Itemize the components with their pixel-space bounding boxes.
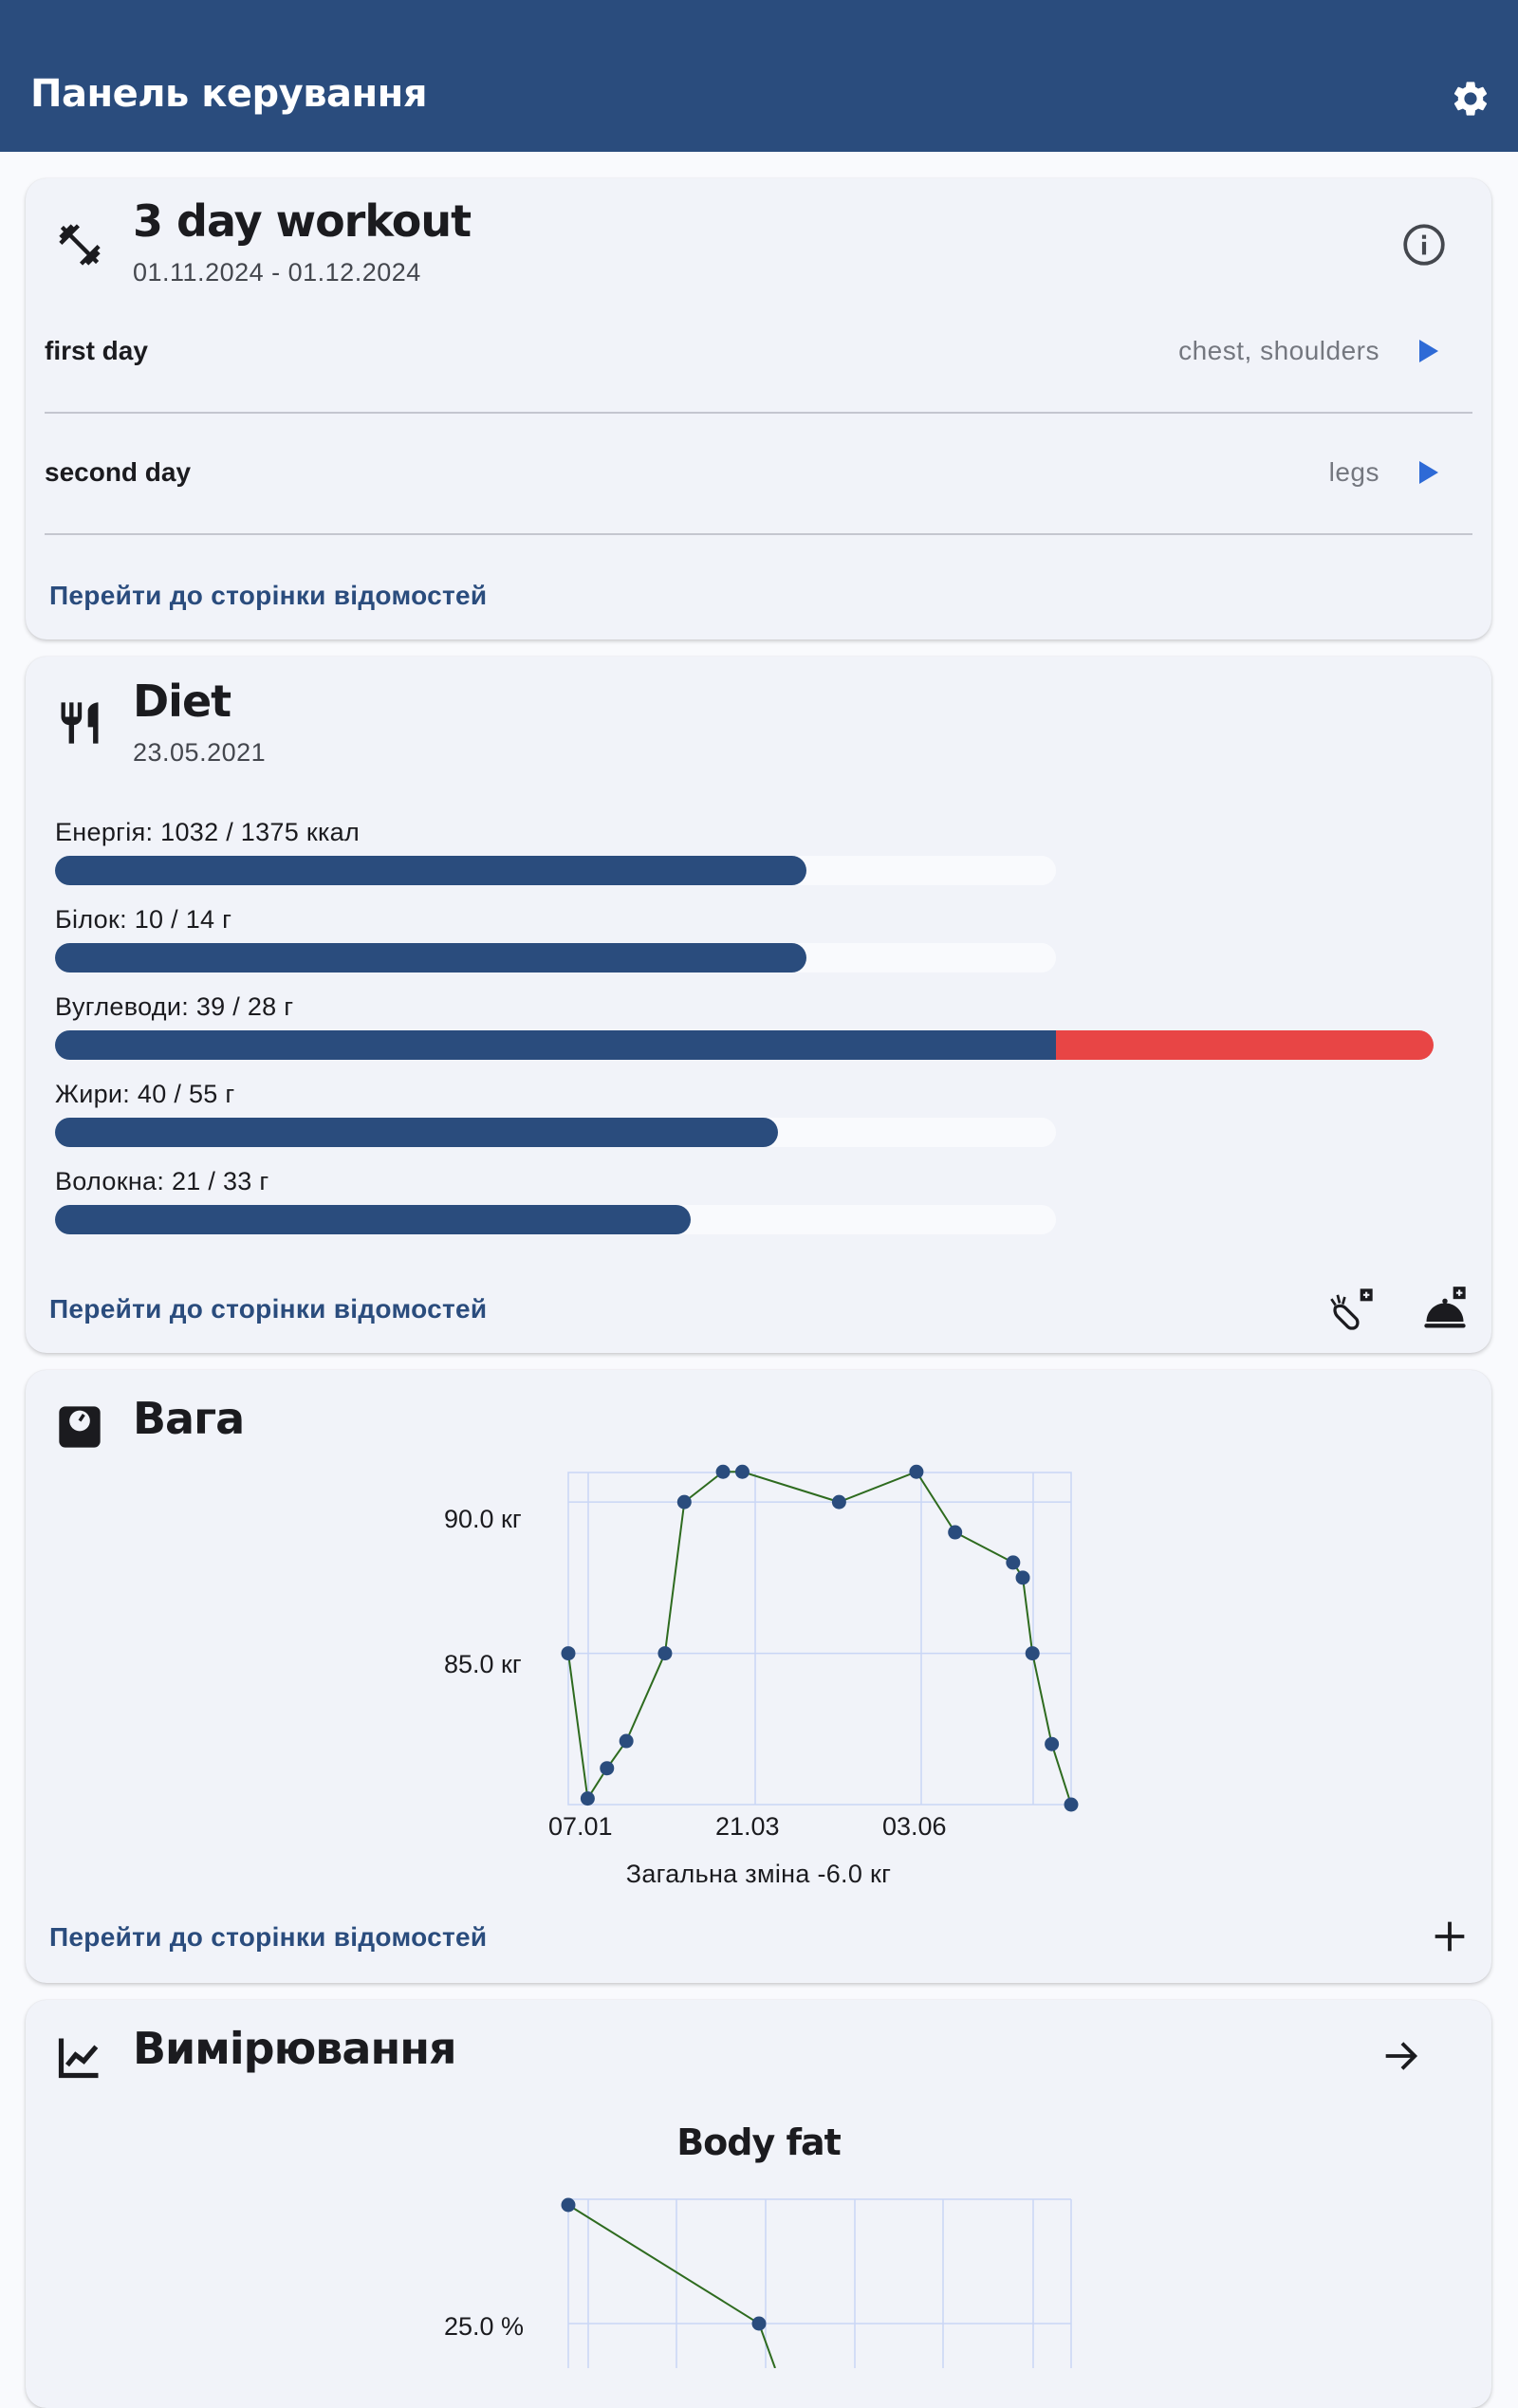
weight-card: Вага 90.0 кг 85.0 кг 07.01 21.03 03.06 З… — [26, 1370, 1491, 1983]
nutrient-label-fat: Жири: 40 / 55 г — [55, 1080, 235, 1108]
plot-border — [567, 1472, 1072, 1806]
measurements-title: Вимірювання — [133, 2023, 457, 2074]
divider — [45, 412, 1472, 414]
nutrient-bar-energy — [55, 856, 806, 885]
data-point — [1045, 1736, 1060, 1751]
data-point — [600, 1761, 615, 1776]
data-point — [1015, 1570, 1030, 1585]
workout-details-link[interactable]: Перейти до сторінки відомостей — [49, 581, 488, 610]
nutrient-label-carbs: Вуглеводи: 39 / 28 г — [55, 992, 294, 1021]
chart-title: Body fat — [676, 2121, 842, 2163]
weight-title: Вага — [133, 1393, 245, 1444]
arrow-forward-icon[interactable] — [1379, 2034, 1422, 2078]
data-point — [948, 1525, 963, 1540]
workout-dates: 01.11.2024 - 01.12.2024 — [133, 258, 421, 287]
data-point — [831, 1494, 846, 1510]
play-icon[interactable] — [1412, 336, 1442, 366]
divider — [45, 533, 1472, 535]
diet-card: Diet 23.05.2021 Енергія: 1032 / 1375 кка… — [26, 657, 1491, 1353]
measurements-card: Вимірювання Body fat 25.0 % — [26, 2000, 1491, 2408]
trending-chart-icon — [58, 2038, 99, 2079]
nutrient-bar-fiber — [55, 1205, 691, 1234]
workout-title: 3 day workout — [133, 195, 472, 247]
nutrient-bar-fat — [55, 1118, 778, 1147]
nutrient-label-energy: Енергія: 1032 / 1375 ккал — [55, 818, 361, 846]
series-line — [567, 2204, 776, 2368]
workout-day-row[interactable]: first day chest, shoulders — [45, 294, 1472, 414]
y-tick-label: 85.0 кг — [444, 1650, 522, 1678]
day-name: second day — [45, 457, 192, 487]
y-tick-label: 25.0 % — [444, 2312, 524, 2341]
data-point — [715, 1464, 731, 1479]
workout-card: 3 day workout 01.11.2024 - 01.12.2024 fi… — [26, 178, 1491, 639]
data-point — [657, 1646, 673, 1661]
day-name: first day — [45, 336, 148, 365]
data-point — [734, 1464, 750, 1479]
data-point — [1006, 1555, 1021, 1570]
x-tick-label: 03.06 — [882, 1812, 947, 1841]
app-bar: Панель керування — [0, 0, 1518, 152]
data-point — [561, 2197, 576, 2213]
scale-icon — [59, 1406, 101, 1448]
day-muscles: legs — [1328, 457, 1379, 487]
x-tick-label: 07.01 — [548, 1812, 613, 1841]
data-point — [751, 2316, 767, 2331]
workout-day-row[interactable]: second day legs — [45, 416, 1472, 535]
y-tick-label: 90.0 кг — [444, 1505, 522, 1533]
data-point — [580, 1791, 595, 1806]
data-point — [1064, 1797, 1079, 1812]
bodyfat-chart: 25.0 % — [444, 2197, 1072, 2368]
meal-add-icon[interactable] — [1420, 1285, 1470, 1334]
nutrient-label-fiber: Волокна: 21 / 33 г — [55, 1167, 269, 1195]
nutrient-bar-carbs-overflow — [1056, 1030, 1434, 1060]
nutrient-label-protein: Білок: 10 / 14 г — [55, 905, 232, 934]
series-line — [567, 1471, 1072, 1806]
dumbbell-icon — [59, 224, 101, 266]
x-tick-label: 21.03 — [715, 1812, 780, 1841]
diet-details-link[interactable]: Перейти до сторінки відомостей — [49, 1294, 488, 1324]
info-icon[interactable] — [1400, 221, 1448, 269]
weight-details-link[interactable]: Перейти до сторінки відомостей — [49, 1922, 488, 1952]
play-icon[interactable] — [1412, 457, 1442, 488]
weight-chart: 90.0 кг 85.0 кг 07.01 21.03 03.06 — [444, 1464, 1079, 1841]
day-muscles: chest, shoulders — [1178, 336, 1379, 365]
page-title: Панель керування — [30, 72, 428, 116]
nutrient-bar-carbs — [55, 1030, 1056, 1060]
data-point — [619, 1733, 634, 1749]
data-point — [561, 1646, 576, 1661]
diet-date: 23.05.2021 — [133, 738, 267, 767]
carrot-add-icon[interactable] — [1327, 1285, 1377, 1334]
gear-icon[interactable] — [1450, 78, 1491, 120]
nutrient-bar-protein — [55, 943, 806, 972]
add-icon[interactable] — [1428, 1915, 1472, 1958]
data-point — [676, 1494, 692, 1510]
weight-summary: Загальна зміна -6.0 кг — [625, 1860, 892, 1888]
data-point — [1025, 1646, 1040, 1661]
cutlery-icon — [61, 702, 99, 744]
data-point — [909, 1464, 924, 1479]
diet-title: Diet — [133, 676, 231, 727]
